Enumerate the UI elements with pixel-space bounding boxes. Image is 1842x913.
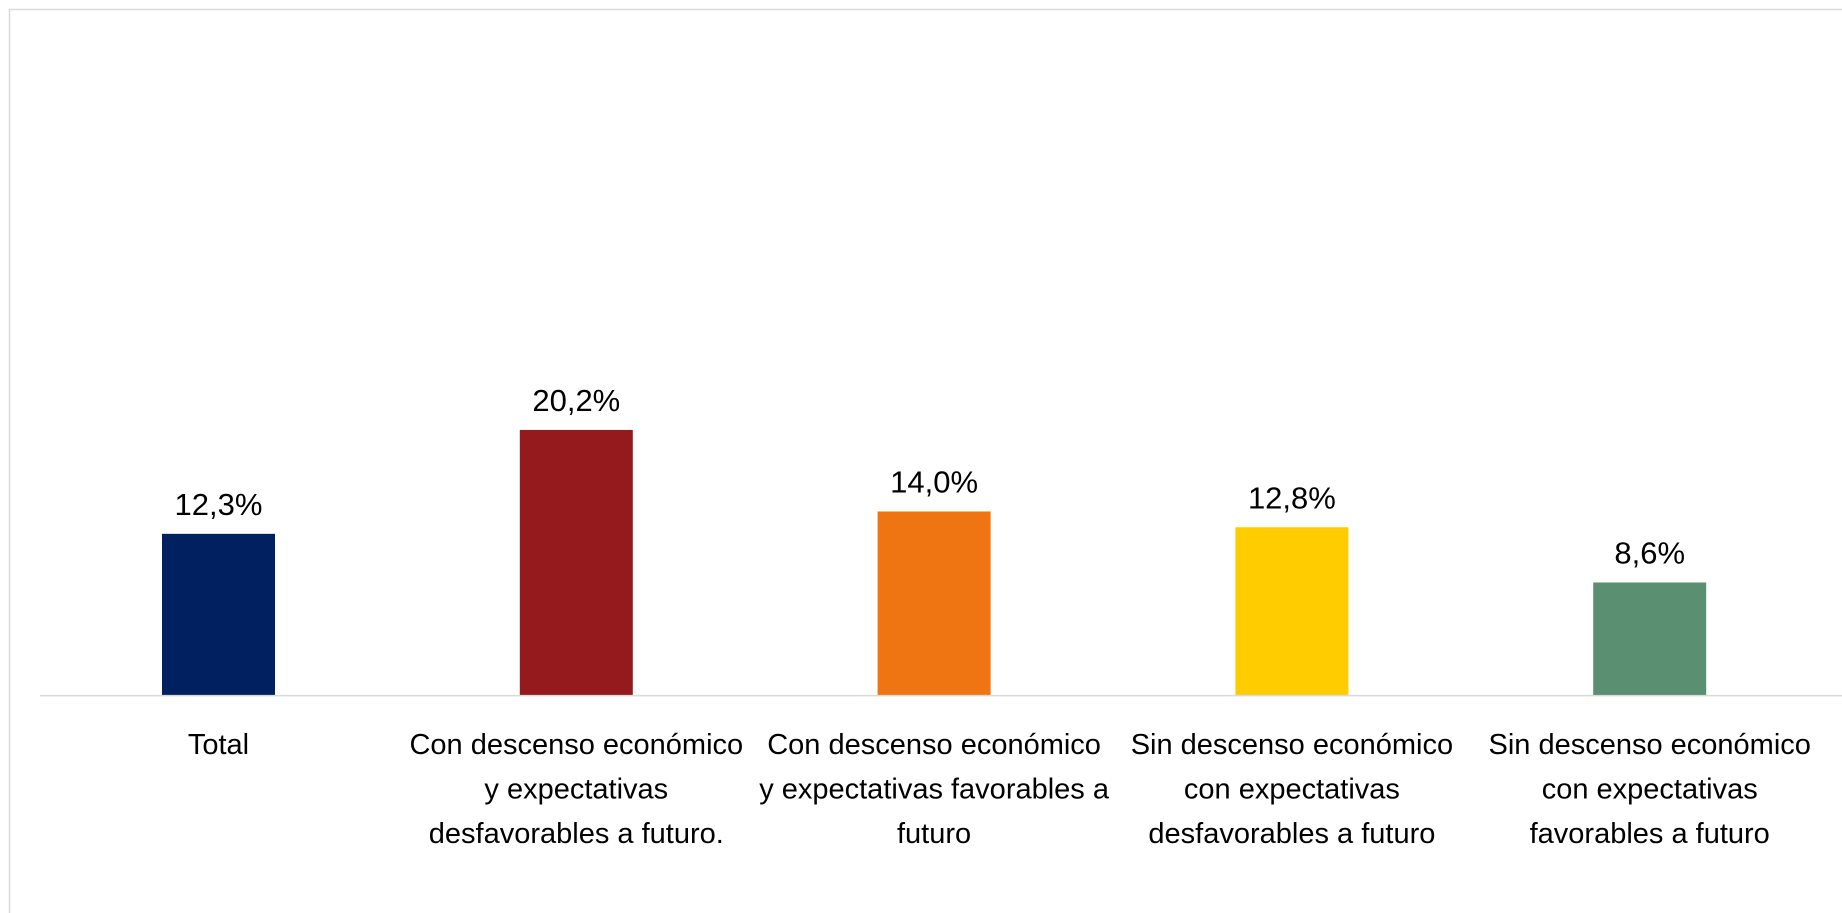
x-tick-label: Con descenso económico y expectativas desf… [409,729,743,850]
value-label: 12,8% [1248,480,1336,515]
x-tick-label: Sin descenso económico con expectativas de… [1131,729,1453,850]
value-label: 8,6% [1614,535,1685,570]
x-tick-label: Total [188,729,249,761]
x-tick-label: Con descenso económico y expectativas fav… [759,729,1110,850]
bar [1235,527,1349,696]
chart-frame [8,8,1842,913]
value-label: 12,3% [175,487,263,522]
bar [162,533,275,696]
value-label: 20,2% [532,383,620,418]
bar [1593,582,1707,696]
bar [877,511,991,696]
x-tick-label: Sin descenso económico con expectativas fa… [1488,729,1810,850]
value-label: 14,0% [890,464,978,499]
bar [519,429,633,696]
